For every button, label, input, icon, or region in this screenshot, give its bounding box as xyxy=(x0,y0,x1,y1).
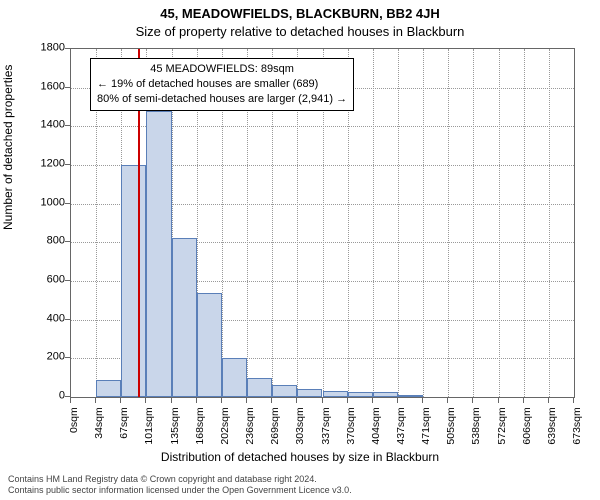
chart-title: 45, MEADOWFIELDS, BLACKBURN, BB2 4JH xyxy=(0,6,600,21)
histogram-bar xyxy=(96,380,121,397)
y-tick-label: 1800 xyxy=(25,43,65,54)
histogram-bar xyxy=(348,392,373,397)
footer-line: Contains HM Land Registry data © Crown c… xyxy=(8,474,352,485)
chart-container: 45, MEADOWFIELDS, BLACKBURN, BB2 4JH Siz… xyxy=(0,0,600,500)
y-tick-label: 600 xyxy=(25,275,65,286)
y-tick-label: 800 xyxy=(25,236,65,247)
histogram-bar xyxy=(398,395,423,397)
histogram-bar xyxy=(146,111,171,397)
y-tick-label: 1200 xyxy=(25,159,65,170)
histogram-bar xyxy=(247,378,272,397)
histogram-bar xyxy=(172,238,197,397)
histogram-bar xyxy=(373,392,398,397)
annotation-line: 80% of semi-detached houses are larger (… xyxy=(97,92,347,107)
y-tick-label: 0 xyxy=(25,391,65,402)
annotation-line: ← 19% of detached houses are smaller (68… xyxy=(97,77,347,92)
annotation-box: 45 MEADOWFIELDS: 89sqm ← 19% of detached… xyxy=(90,58,354,111)
histogram-bar xyxy=(272,385,297,397)
footer-line: Contains public sector information licen… xyxy=(8,485,352,496)
annotation-line: 45 MEADOWFIELDS: 89sqm xyxy=(97,62,347,77)
histogram-bar xyxy=(197,293,222,397)
footer-attribution: Contains HM Land Registry data © Crown c… xyxy=(8,474,352,497)
histogram-bar xyxy=(297,389,322,397)
y-tick-label: 200 xyxy=(25,352,65,363)
y-tick-label: 1000 xyxy=(25,197,65,208)
y-tick-label: 1400 xyxy=(25,120,65,131)
histogram-bar xyxy=(222,358,247,397)
x-axis-label: Distribution of detached houses by size … xyxy=(0,450,600,464)
histogram-bar xyxy=(323,391,348,397)
y-tick-label: 1600 xyxy=(25,81,65,92)
histogram-bar xyxy=(121,165,146,397)
y-tick-label: 400 xyxy=(25,313,65,324)
y-axis-label: Number of detached properties xyxy=(1,65,15,230)
chart-subtitle: Size of property relative to detached ho… xyxy=(0,24,600,39)
